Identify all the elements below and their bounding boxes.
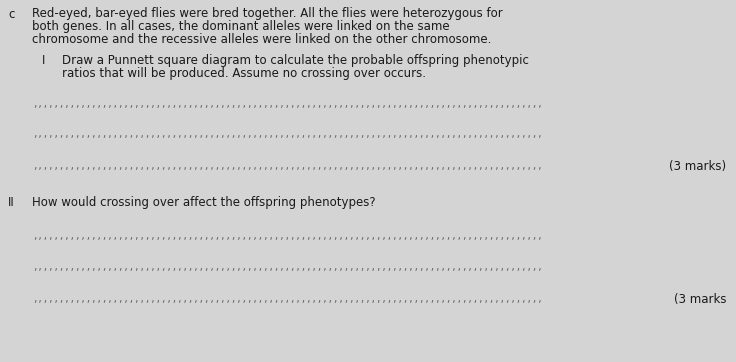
Text: ,,,,,,,,,,,,,,,,,,,,,,,,,,,,,,,,,,,,,,,,,,,,,,,,,,,,,,,,,,,,,,,,,,,,,,,,,,,,,,,,: ,,,,,,,,,,,,,,,,,,,,,,,,,,,,,,,,,,,,,,,,… bbox=[32, 130, 542, 139]
Text: II: II bbox=[8, 196, 15, 209]
Text: both genes. In all cases, the dominant alleles were linked on the same: both genes. In all cases, the dominant a… bbox=[32, 20, 450, 33]
Text: How would crossing over affect the offspring phenotypes?: How would crossing over affect the offsp… bbox=[32, 196, 375, 209]
Text: (3 marks): (3 marks) bbox=[669, 160, 726, 173]
Text: chromosome and the recessive alleles were linked on the other chromosome.: chromosome and the recessive alleles wer… bbox=[32, 33, 492, 46]
Text: ,,,,,,,,,,,,,,,,,,,,,,,,,,,,,,,,,,,,,,,,,,,,,,,,,,,,,,,,,,,,,,,,,,,,,,,,,,,,,,,,: ,,,,,,,,,,,,,,,,,,,,,,,,,,,,,,,,,,,,,,,,… bbox=[32, 263, 542, 272]
Text: Draw a Punnett square diagram to calculate the probable offspring phenotypic: Draw a Punnett square diagram to calcula… bbox=[62, 54, 529, 67]
Text: ratios that will be produced. Assume no crossing over occurs.: ratios that will be produced. Assume no … bbox=[62, 67, 426, 80]
Text: ,,,,,,,,,,,,,,,,,,,,,,,,,,,,,,,,,,,,,,,,,,,,,,,,,,,,,,,,,,,,,,,,,,,,,,,,,,,,,,,,: ,,,,,,,,,,,,,,,,,,,,,,,,,,,,,,,,,,,,,,,,… bbox=[32, 295, 542, 304]
Text: Red-eyed, bar-eyed flies were bred together. All the flies were heterozygous for: Red-eyed, bar-eyed flies were bred toget… bbox=[32, 7, 503, 20]
Text: I: I bbox=[42, 54, 46, 67]
Text: ,,,,,,,,,,,,,,,,,,,,,,,,,,,,,,,,,,,,,,,,,,,,,,,,,,,,,,,,,,,,,,,,,,,,,,,,,,,,,,,,: ,,,,,,,,,,,,,,,,,,,,,,,,,,,,,,,,,,,,,,,,… bbox=[32, 100, 542, 109]
Text: (3 marks: (3 marks bbox=[673, 293, 726, 306]
Text: c: c bbox=[8, 8, 15, 21]
Text: ,,,,,,,,,,,,,,,,,,,,,,,,,,,,,,,,,,,,,,,,,,,,,,,,,,,,,,,,,,,,,,,,,,,,,,,,,,,,,,,,: ,,,,,,,,,,,,,,,,,,,,,,,,,,,,,,,,,,,,,,,,… bbox=[32, 232, 542, 241]
Text: ,,,,,,,,,,,,,,,,,,,,,,,,,,,,,,,,,,,,,,,,,,,,,,,,,,,,,,,,,,,,,,,,,,,,,,,,,,,,,,,,: ,,,,,,,,,,,,,,,,,,,,,,,,,,,,,,,,,,,,,,,,… bbox=[32, 162, 542, 171]
